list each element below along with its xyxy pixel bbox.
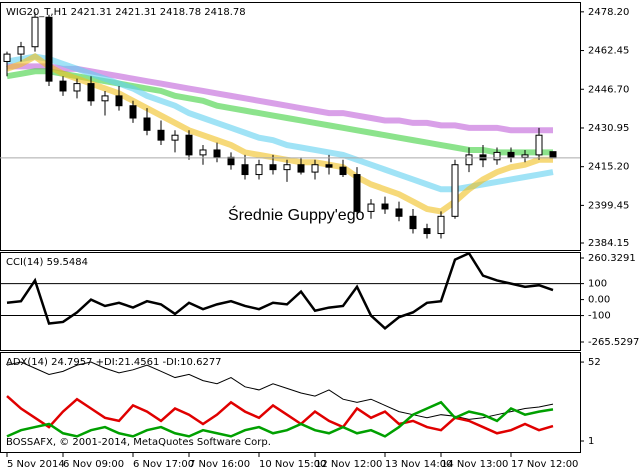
candle-body — [283, 164, 291, 171]
candle-body — [115, 95, 123, 107]
candle-body — [409, 215, 417, 230]
x-tick-label: 13 Nov 14:00 — [385, 459, 452, 470]
candle-body — [269, 164, 277, 171]
candle-body — [227, 156, 235, 166]
candle-body — [31, 16, 39, 48]
y-tick-label: 2446.70 — [588, 84, 629, 95]
x-tick-label: 14 Nov 13:00 — [441, 459, 508, 470]
series-line — [6, 395, 554, 435]
y-tick-label: 2430.95 — [588, 123, 629, 134]
y-tick-label: 260.3291 — [588, 253, 636, 264]
y-tick-label: 1 — [588, 436, 594, 447]
y-tick-label: 2399.45 — [588, 200, 629, 211]
panel-title: CCI(14) 59.5484 — [6, 257, 88, 268]
candle-body — [297, 164, 305, 173]
candle-body — [157, 129, 165, 141]
x-tick-label: 5 Nov 2014 — [7, 459, 65, 470]
annotation: Średnie Guppy'ego — [228, 205, 365, 224]
panel-frame — [0, 352, 581, 453]
x-tick-label: 10 Nov 15:00 — [259, 459, 326, 470]
moving-average — [7, 63, 553, 134]
y-tick-label: 2478.20 — [588, 7, 629, 18]
candle-body — [255, 164, 263, 176]
y-tick-label: 2384.15 — [588, 238, 629, 249]
candle-body — [479, 154, 487, 161]
candle-body — [45, 16, 53, 82]
candle-body — [241, 164, 249, 176]
x-tick-label: 17 Nov 12:00 — [511, 459, 578, 470]
candle-body — [507, 151, 515, 158]
candle-body — [451, 164, 459, 217]
moving-average — [6, 53, 554, 193]
x-tick-label: 6 Nov 09:00 — [63, 459, 124, 470]
candle-body — [437, 215, 445, 235]
candle-body — [59, 80, 67, 92]
candle-body — [17, 46, 25, 55]
candle-body — [353, 174, 361, 212]
candle-body — [423, 228, 431, 235]
candle-body — [311, 164, 319, 173]
candle-body — [73, 83, 81, 92]
candle-body — [87, 83, 95, 102]
candle-body — [325, 164, 333, 168]
y-tick-label: -265.5297 — [588, 337, 639, 348]
candle-body — [367, 203, 375, 212]
panel-title: WIG20_T,H1 2421.31 2421.31 2418.78 2418.… — [6, 7, 246, 18]
candle-body — [395, 208, 403, 217]
candle-body — [3, 53, 11, 62]
candle-body — [493, 151, 501, 161]
candle-body — [143, 117, 151, 131]
copyright: BOSSAFX, © 2001-2014, MetaQuotes Softwar… — [6, 437, 271, 448]
y-tick-label: 2415.20 — [588, 162, 629, 173]
panel-clip — [0, 252, 580, 330]
candle-body — [339, 166, 347, 176]
candle-body — [129, 105, 137, 119]
moving-average — [6, 68, 553, 156]
y-tick-label: 100 — [588, 279, 607, 290]
x-tick-label: 12 Nov 12:00 — [315, 459, 382, 470]
y-tick-label: 0.00 — [588, 295, 610, 306]
series-line — [6, 400, 554, 438]
candle-body — [185, 134, 193, 156]
x-tick-label: 6 Nov 17:00 — [133, 459, 194, 470]
x-tick-label: 7 Nov 16:00 — [189, 459, 250, 470]
candle-body — [213, 149, 221, 158]
candle-body — [199, 149, 207, 156]
candle-body — [381, 203, 389, 210]
candle-body — [171, 134, 179, 141]
y-tick-label: 2462.45 — [588, 46, 629, 57]
y-tick-label: -100 — [588, 311, 611, 322]
candle-body — [535, 134, 543, 156]
candle-body — [521, 154, 529, 158]
candle-body — [101, 95, 109, 102]
series-line — [6, 361, 554, 420]
candle-body — [465, 154, 473, 166]
panel-title: ADX(14) 24.7957 +DI:21.4561 -DI:10.6277 — [6, 357, 222, 368]
candle-body — [549, 151, 557, 159]
y-tick-label: 52 — [588, 357, 601, 368]
panel-clip: BOSSAFX, © 2001-2014, MetaQuotes Softwar… — [6, 361, 554, 448]
series-line — [6, 252, 554, 330]
moving-average — [6, 53, 553, 215]
